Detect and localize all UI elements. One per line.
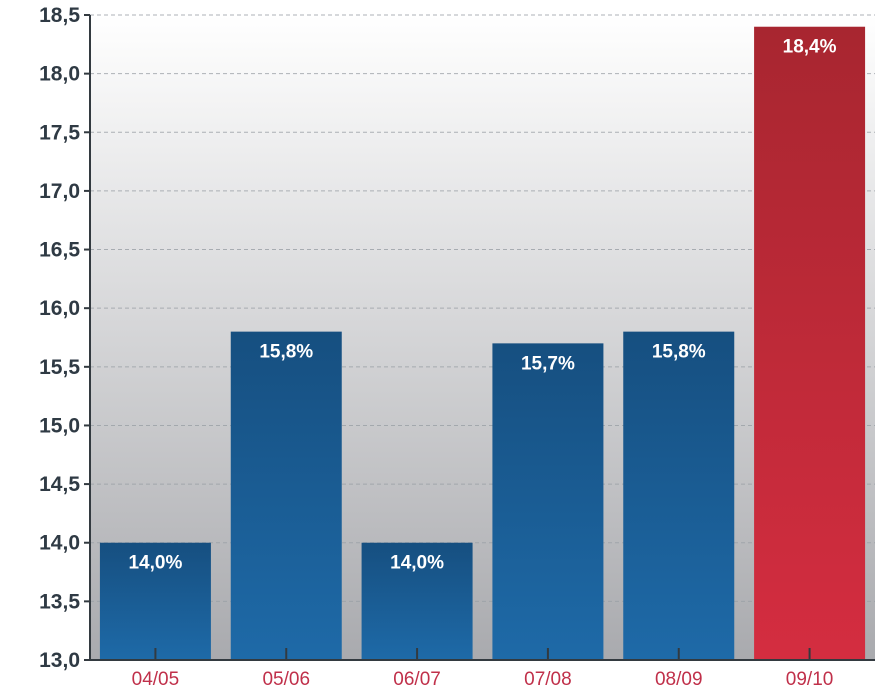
y-tick-label: 14,0 — [39, 532, 80, 555]
y-tick-label: 13,0 — [39, 649, 80, 672]
data-label: 14,0% — [128, 553, 182, 574]
bar — [492, 343, 604, 660]
y-tick-label: 17,5 — [39, 121, 80, 144]
y-tick-label: 16,5 — [39, 239, 80, 262]
x-tick-label: 06/07 — [393, 669, 441, 690]
x-tick-label: 09/10 — [786, 669, 834, 690]
x-tick-label: 05/06 — [262, 669, 310, 690]
x-tick-label: 04/05 — [132, 669, 180, 690]
data-label: 18,4% — [783, 37, 837, 58]
y-tick-label: 15,0 — [39, 414, 80, 437]
y-tick-label: 18,0 — [39, 63, 80, 86]
data-label: 15,7% — [521, 353, 575, 374]
data-label: 15,8% — [259, 342, 313, 363]
data-label: 15,8% — [652, 342, 706, 363]
y-tick-label: 16,0 — [39, 297, 80, 320]
x-tick-label: 07/08 — [524, 669, 572, 690]
y-tick-label: 14,5 — [39, 473, 80, 496]
bar — [99, 542, 211, 660]
bar — [623, 331, 735, 660]
bar — [361, 542, 473, 660]
bar — [754, 26, 866, 660]
y-tick-label: 13,5 — [39, 590, 80, 613]
y-tick-label: 18,5 — [39, 4, 80, 27]
labels: 13,0 13,5 14,0 14,5 15,0 15,5 16,0 16,5 17,0 17,5… — [39, 4, 837, 690]
x-tick-label: 08/09 — [655, 669, 703, 690]
plot-background — [90, 15, 875, 660]
y-tick-label: 15,5 — [39, 356, 80, 379]
data-label: 14,0% — [390, 553, 444, 574]
bar — [230, 331, 342, 660]
bars — [99, 26, 866, 660]
grid-lines — [90, 14, 875, 602]
y-tick-label: 17,0 — [39, 180, 80, 203]
axes — [84, 14, 875, 661]
